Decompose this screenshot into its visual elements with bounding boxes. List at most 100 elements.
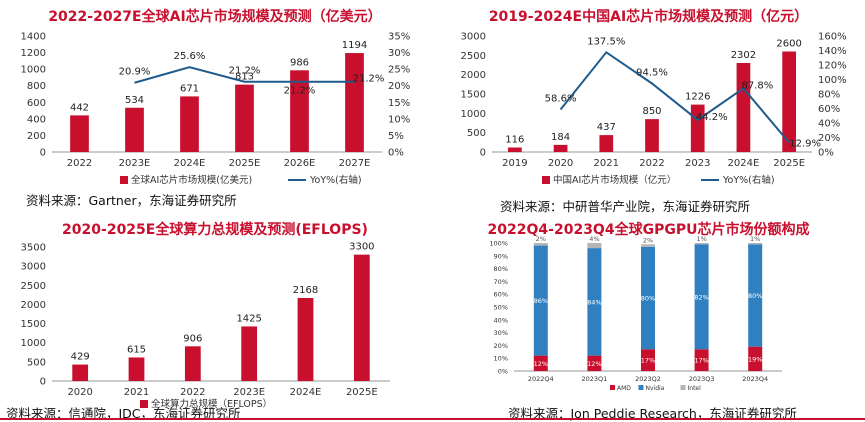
bar-value-label: 437 xyxy=(597,122,616,133)
y-tick-label: 0 xyxy=(480,148,486,159)
bar-value-label: 850 xyxy=(642,106,661,117)
chart-title: 2020-2025E全球算力总规模及预测(EFLOPS) xyxy=(62,222,368,238)
chart-panel-global-ai-chip: 2022-2027E全球AI芯片市场规模及预测（亿美元） 0 200 400 600 8… xyxy=(0,0,430,210)
stacked-bar-segment xyxy=(694,243,709,245)
segment-value-label: 1% xyxy=(696,235,706,243)
segment-value-label: 82% xyxy=(694,293,708,301)
x-tick-label: 2023Q1 xyxy=(582,375,608,383)
y2-tick-label: 120% xyxy=(818,61,847,72)
legend-bar-swatch xyxy=(120,176,128,184)
y-tick-label: 3500 xyxy=(21,243,46,254)
chart-title: 2022Q4-2023Q4全球GPGPU芯片市场份额构成 xyxy=(487,222,810,238)
bar xyxy=(553,144,568,152)
y-tick-label: 80% xyxy=(494,265,508,273)
chart-title: 2022-2027E全球AI芯片市场规模及预测（亿美元） xyxy=(48,9,382,25)
stacked-bar-segment xyxy=(694,349,709,371)
y-tick-label: 10% xyxy=(494,355,508,363)
legend-swatch xyxy=(610,385,615,390)
bar xyxy=(241,326,258,381)
bar-value-label: 534 xyxy=(125,95,144,106)
source-note: 资料来源：信通院，IDC，东海证券研究所 xyxy=(6,406,241,421)
y-tick-label: 30% xyxy=(494,329,508,337)
bar-value-label: 615 xyxy=(127,344,146,355)
y-tick-label: 40% xyxy=(494,316,508,324)
y2-tick-label: 30% xyxy=(388,48,410,59)
y2-tick-label: 140% xyxy=(818,46,847,57)
segment-value-label: 84% xyxy=(587,298,601,306)
bar xyxy=(125,107,144,152)
x-tick-label: 2022Q4 xyxy=(528,375,554,383)
bar xyxy=(70,115,89,152)
y2-tick-label: 25% xyxy=(388,65,410,76)
legend-label: Intel xyxy=(688,385,702,392)
bar-value-label: 1425 xyxy=(236,313,261,324)
legend-label: 全球AI芯片市场规模(亿美元) xyxy=(131,174,252,186)
bar-value-label: 442 xyxy=(70,102,89,113)
bar-value-label: 986 xyxy=(290,57,309,68)
x-tick-label: 2024E xyxy=(174,158,206,169)
y-tick-label: 1000 xyxy=(21,338,46,349)
x-tick-label: 2022 xyxy=(67,158,92,169)
segment-value-label: 4% xyxy=(589,235,599,243)
y-tick-label: 2000 xyxy=(21,300,46,311)
y-tick-label: 1000 xyxy=(461,109,486,120)
line-value-label: 21.2% xyxy=(353,74,385,85)
source-note: 资料来源：Jon Peddie Research，东海证券研究所 xyxy=(508,406,797,421)
bar xyxy=(599,135,614,152)
y-tick-label: 400 xyxy=(27,114,46,125)
legend-swatch xyxy=(638,385,644,390)
y2-tick-label: 80% xyxy=(818,90,840,101)
segment-value-label: 17% xyxy=(641,357,655,365)
chart-gpgpu-share: 0% 10% 20% 30% 40% 50% 60% 70% 80% 90% 100% 12% 86% 2… xyxy=(489,235,782,392)
x-tick-label: 2023Q3 xyxy=(689,375,715,383)
x-tick-label: 2024E xyxy=(290,387,322,398)
segment-value-label: 2% xyxy=(536,235,546,243)
x-tick-label: 2020 xyxy=(67,387,92,398)
y-tick-label: 200 xyxy=(27,131,46,142)
x-tick-label: 2021 xyxy=(124,387,149,398)
segment-value-label: 2% xyxy=(643,236,653,244)
bar-value-label: 671 xyxy=(180,83,199,94)
line-value-label: 44.2% xyxy=(696,112,728,123)
x-tick-label: 2027E xyxy=(339,158,371,169)
y-tick-label: 500 xyxy=(27,357,46,368)
bar xyxy=(508,147,522,152)
x-tick-label: 2023Q2 xyxy=(635,375,661,383)
line-value-label: 20.9% xyxy=(119,67,151,78)
bar xyxy=(128,357,145,381)
y-tick-label: 1500 xyxy=(21,319,46,330)
x-tick-label: 2022 xyxy=(180,387,205,398)
stacked-bar-segment xyxy=(587,355,602,371)
y2-tick-label: 10% xyxy=(388,114,410,125)
x-tick-label: 2021 xyxy=(594,158,619,169)
bar xyxy=(736,62,751,152)
y-tick-label: 1000 xyxy=(21,65,46,76)
stacked-bar-segment xyxy=(748,244,763,347)
bar xyxy=(645,119,659,152)
segment-value-label: 12% xyxy=(587,360,601,368)
line-value-label: 21.2% xyxy=(284,86,316,97)
y2-tick-label: 100% xyxy=(818,75,847,86)
bar-value-label: 1194 xyxy=(342,40,367,51)
y2-tick-label: 160% xyxy=(818,32,847,43)
y-tick-label: 1500 xyxy=(461,90,486,101)
y2-tick-label: 60% xyxy=(818,104,840,115)
y-tick-label: 70% xyxy=(494,278,508,286)
y-tick-label: 2500 xyxy=(461,51,486,62)
bar-value-label: 2600 xyxy=(776,38,801,49)
stacked-bar-segment xyxy=(641,246,655,350)
y-tick-label: 60% xyxy=(494,291,508,299)
legend-label: 全球算力总规模（EFLOPS） xyxy=(151,398,272,410)
chart-panel-gpgpu-share: 2022Q4-2023Q4全球GPGPU芯片市场份额构成 0% 10% 20% 30%… xyxy=(432,213,865,421)
segment-value-label: 17% xyxy=(694,357,708,365)
yoy-line xyxy=(559,50,790,144)
legend-bar-swatch xyxy=(140,400,148,408)
x-tick-label: 2024E xyxy=(728,158,760,169)
y2-tick-label: 0% xyxy=(388,148,404,159)
y-tick-label: 1200 xyxy=(21,48,46,59)
stacked-bar-segment xyxy=(533,245,548,356)
y2-tick-label: 0% xyxy=(818,148,834,159)
y2-tick-label: 40% xyxy=(818,119,840,130)
legend-bar-swatch xyxy=(542,176,550,184)
y2-tick-label: 20% xyxy=(388,81,410,92)
